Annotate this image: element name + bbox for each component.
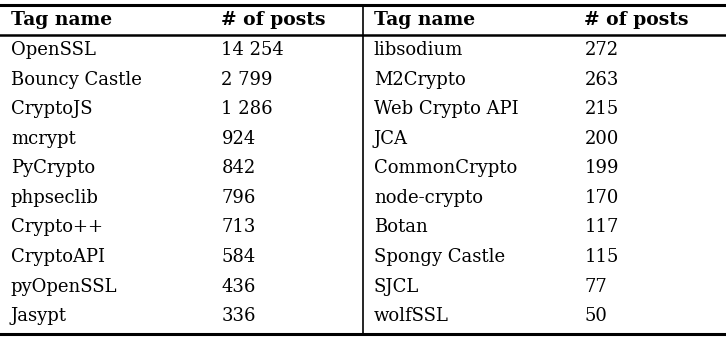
Text: Tag name: Tag name bbox=[11, 11, 112, 29]
Text: libsodium: libsodium bbox=[374, 41, 463, 59]
Text: 115: 115 bbox=[584, 248, 619, 266]
Text: Tag name: Tag name bbox=[374, 11, 475, 29]
Text: 336: 336 bbox=[221, 307, 256, 325]
Text: 14 254: 14 254 bbox=[221, 41, 284, 59]
Text: 170: 170 bbox=[584, 189, 619, 207]
Text: # of posts: # of posts bbox=[221, 11, 326, 29]
Text: node-crypto: node-crypto bbox=[374, 189, 483, 207]
Text: Jasypt: Jasypt bbox=[11, 307, 67, 325]
Text: 117: 117 bbox=[584, 218, 619, 237]
Text: # of posts: # of posts bbox=[584, 11, 689, 29]
Text: Spongy Castle: Spongy Castle bbox=[374, 248, 505, 266]
Text: Crypto++: Crypto++ bbox=[11, 218, 103, 237]
Text: 199: 199 bbox=[584, 159, 619, 177]
Text: pyOpenSSL: pyOpenSSL bbox=[11, 278, 118, 296]
Text: 77: 77 bbox=[584, 278, 607, 296]
Text: 1 286: 1 286 bbox=[221, 100, 273, 118]
Text: 263: 263 bbox=[584, 71, 619, 89]
Text: 842: 842 bbox=[221, 159, 256, 177]
Text: 215: 215 bbox=[584, 100, 619, 118]
Text: phpseclib: phpseclib bbox=[11, 189, 99, 207]
Text: 796: 796 bbox=[221, 189, 256, 207]
Text: wolfSSL: wolfSSL bbox=[374, 307, 449, 325]
Text: M2Crypto: M2Crypto bbox=[374, 71, 465, 89]
Text: CryptoJS: CryptoJS bbox=[11, 100, 92, 118]
Text: 2 799: 2 799 bbox=[221, 71, 273, 89]
Text: CommonCrypto: CommonCrypto bbox=[374, 159, 517, 177]
Text: Bouncy Castle: Bouncy Castle bbox=[11, 71, 142, 89]
Text: Botan: Botan bbox=[374, 218, 428, 237]
Text: CryptoAPI: CryptoAPI bbox=[11, 248, 105, 266]
Text: mcrypt: mcrypt bbox=[11, 130, 76, 148]
Text: 200: 200 bbox=[584, 130, 619, 148]
Text: 713: 713 bbox=[221, 218, 256, 237]
Text: OpenSSL: OpenSSL bbox=[11, 41, 96, 59]
Text: 924: 924 bbox=[221, 130, 256, 148]
Text: 272: 272 bbox=[584, 41, 619, 59]
Text: JCA: JCA bbox=[374, 130, 408, 148]
Text: 436: 436 bbox=[221, 278, 256, 296]
Text: 50: 50 bbox=[584, 307, 608, 325]
Text: SJCL: SJCL bbox=[374, 278, 419, 296]
Text: Web Crypto API: Web Crypto API bbox=[374, 100, 518, 118]
Text: PyCrypto: PyCrypto bbox=[11, 159, 95, 177]
Text: 584: 584 bbox=[221, 248, 256, 266]
